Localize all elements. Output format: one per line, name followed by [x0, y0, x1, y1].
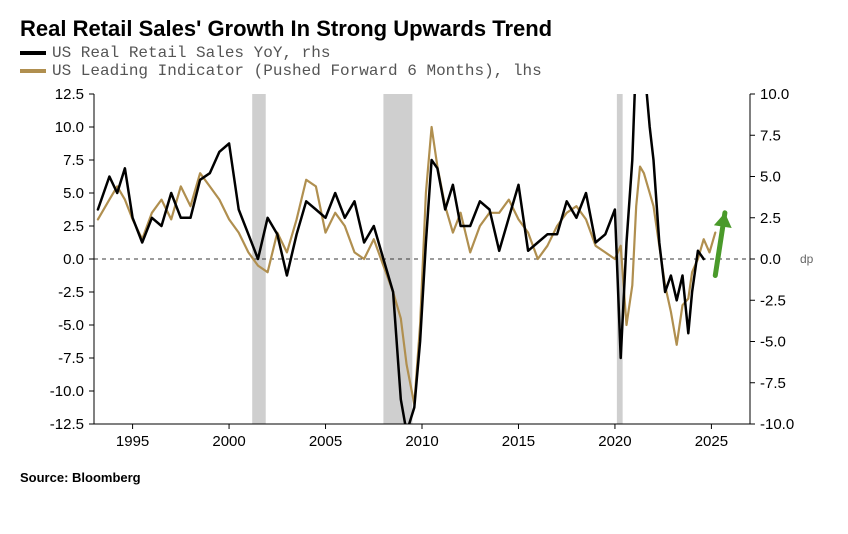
legend-label-b: US Leading Indicator (Pushed Forward 6 M… — [52, 62, 542, 80]
right-axis-tick-label: -2.5 — [760, 292, 786, 309]
x-axis-tick-label: 2005 — [309, 433, 342, 450]
right-axis-tick-label: 0.0 — [760, 251, 781, 268]
left-axis-tick-label: 12.5 — [55, 86, 84, 103]
right-axis-tick-label: 5.0 — [760, 169, 781, 186]
left-axis-tick-label: 7.5 — [63, 152, 84, 169]
left-axis-tick-label: -10.0 — [50, 383, 84, 400]
left-axis-tick-label: 10.0 — [55, 119, 84, 136]
x-axis-tick-label: 2000 — [212, 433, 245, 450]
left-axis-tick-label: 2.5 — [63, 218, 84, 235]
left-axis-tick-label: 5.0 — [63, 185, 84, 202]
chart-plot: 12.5 10.0 7.5 5.0 2.5 0.0 -2.5 -5.0 -7.5 -10.0 -12… — [20, 84, 828, 464]
chart-svg: 12.5 10.0 7.5 5.0 2.5 0.0 -2.5 -5.0 -7.5 -10.0 -12… — [20, 84, 820, 464]
x-axis-tick-label: 2020 — [598, 433, 631, 450]
legend-series-b: US Leading Indicator (Pushed Forward 6 M… — [20, 62, 828, 80]
right-axis-tick-label: -7.5 — [760, 375, 786, 392]
chart-container: Real Retail Sales' Growth In Strong Upwa… — [0, 0, 848, 534]
chart-title: Real Retail Sales' Growth In Strong Upwa… — [20, 16, 828, 42]
left-axis-tick-label: 0.0 — [63, 251, 84, 268]
chart-source: Source: Bloomberg — [20, 470, 828, 485]
left-axis-tick-label: -12.5 — [50, 416, 84, 433]
legend-label-a: US Real Retail Sales YoY, rhs — [52, 44, 330, 62]
right-axis-tick-label: -5.0 — [760, 334, 786, 351]
x-axis-tick-label: 2010 — [405, 433, 438, 450]
left-axis-tick-label: -2.5 — [58, 284, 84, 301]
left-axis-tick-label: -5.0 — [58, 317, 84, 334]
right-axis-unit: dp — [800, 252, 814, 266]
right-axis-tick-label: 10.0 — [760, 86, 789, 103]
x-axis-tick-label: 2015 — [502, 433, 535, 450]
legend-swatch-a — [20, 51, 46, 55]
left-axis-tick-label: -7.5 — [58, 350, 84, 367]
right-axis-tick-label: -10.0 — [760, 416, 794, 433]
right-axis-tick-label: 7.5 — [760, 127, 781, 144]
x-axis-tick-label: 1995 — [116, 433, 149, 450]
legend-series-a: US Real Retail Sales YoY, rhs — [20, 44, 828, 62]
legend-swatch-b — [20, 69, 46, 73]
right-axis-tick-label: 2.5 — [760, 210, 781, 227]
x-axis-tick-label: 2025 — [695, 433, 728, 450]
